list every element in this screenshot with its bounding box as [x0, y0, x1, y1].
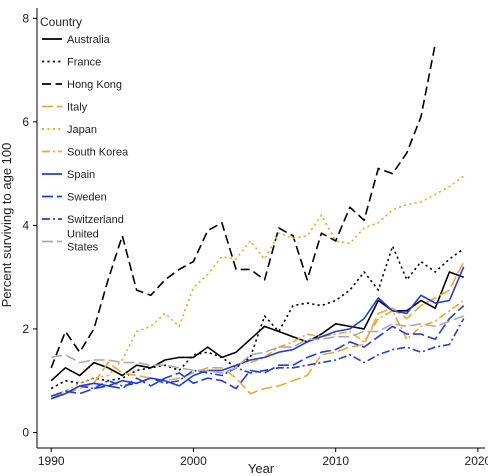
series-line — [50, 305, 465, 397]
legend-label: South Korea — [67, 147, 129, 159]
series-australia — [50, 271, 464, 382]
series-line — [51, 261, 465, 397]
x-tick-label: 1990 — [38, 454, 65, 468]
legend-label: Italy — [67, 102, 88, 114]
legend-label: Japan — [67, 124, 97, 136]
series-spain — [50, 266, 465, 400]
series-line — [50, 271, 464, 382]
x-tick-label: 2010 — [322, 454, 349, 468]
series-japan — [50, 175, 465, 397]
series-italy — [51, 261, 465, 397]
axes: 0 2 4 6 8 1990 2000 2010 2020 Year Percent surv… — [0, 8, 488, 476]
series-line — [50, 266, 465, 400]
series-line — [50, 175, 465, 397]
y-tick-label: 2 — [22, 322, 29, 336]
y-ticks: 0 2 4 6 8 — [22, 11, 37, 439]
legend-label: Sweden — [67, 192, 107, 204]
y-tick-label: 0 — [22, 425, 29, 439]
series-line — [50, 245, 465, 390]
legend-title: Country — [40, 15, 82, 29]
series-line — [250, 299, 465, 364]
legend-label: France — [67, 57, 101, 69]
legend-label: Switzerland — [67, 214, 124, 226]
series-france — [50, 245, 465, 390]
y-tick-label: 6 — [22, 115, 29, 129]
x-axis-title: Year — [248, 461, 275, 476]
y-axis-title: Percent surviving to age 100 — [0, 143, 14, 308]
series-line — [51, 315, 464, 374]
series-sweden — [50, 305, 465, 397]
legend-label: Spain — [67, 169, 95, 181]
series-hong-kong — [50, 44, 436, 369]
legend-label: United States — [67, 229, 99, 254]
x-ticks: 1990 2000 2010 2020 — [38, 448, 488, 468]
legend-label: Hong Kong — [67, 79, 122, 91]
series-group — [50, 44, 465, 400]
x-tick-label: 2000 — [180, 454, 207, 468]
series-united-states — [51, 315, 464, 374]
series-line — [50, 44, 436, 369]
legend-label: Australia — [67, 34, 111, 46]
x-tick-label: 2020 — [465, 454, 488, 468]
y-tick-label: 8 — [22, 11, 29, 25]
legend: Country Australia France Hong Kong Italy Jap… — [40, 15, 129, 254]
y-tick-label: 4 — [22, 218, 29, 232]
series-south-korea — [250, 299, 465, 364]
